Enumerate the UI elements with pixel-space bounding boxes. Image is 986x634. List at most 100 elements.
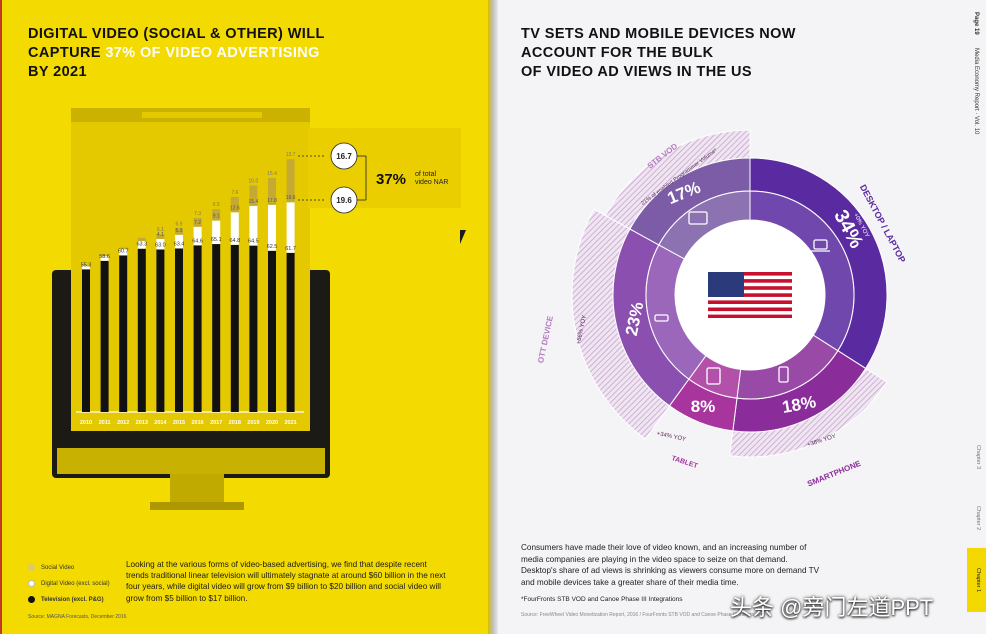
bar-social-2016 (193, 217, 202, 227)
bar-television-2015 (175, 248, 183, 412)
right-source: Source: FreeWheel Video Monetization Rep… (521, 612, 765, 618)
stacked-bar-chart: 55.3201058.6201160.7201263.3201363.04.16… (76, 152, 304, 426)
smartphone-name: SMARTPHONE (806, 459, 863, 489)
right-title-line-1: TV SETS AND MOBILE DEVICES NOW (521, 26, 796, 42)
label-television-2017: 65.1 (211, 237, 222, 243)
tablet-yoy: +34% YOY (656, 431, 686, 443)
year-label-2018: 2018 (229, 420, 241, 426)
bar-social-2012 (119, 247, 128, 250)
bar-social-2011 (100, 255, 109, 257)
bar-television-2013 (137, 248, 146, 412)
bar-digital-2021 (286, 202, 295, 253)
bar-television-2010 (82, 269, 90, 412)
legend-swatch-digital (28, 580, 35, 587)
label-digital-2016: 7.2 (194, 220, 201, 226)
right-title-line-3: OF VIDEO AD VIEWS IN THE US (521, 64, 753, 80)
label-digital-2017: 9.1 (213, 214, 220, 220)
bar-digital-2014 (156, 238, 165, 250)
right-footnote: *FourFronts STB VOD and Canoe Phase III … (521, 596, 683, 603)
label-television-2018: 64.8 (229, 238, 240, 244)
ott-name: OTT DEVICE (536, 314, 555, 363)
year-label-2019: 2019 (247, 420, 259, 426)
report-name: Media Economy Report · Vol. 10 (973, 48, 979, 135)
bar-social-2010 (82, 265, 90, 266)
label-television-2011: 58.6 (99, 254, 110, 260)
label-digital-2015: 5.3 (176, 228, 183, 234)
bar-television-2019 (249, 245, 258, 412)
year-label-2012: 2012 (117, 420, 129, 426)
left-body-text: Looking at the various forms of video-ba… (126, 560, 446, 603)
year-label-2015: 2015 (173, 420, 185, 426)
legend-digital: Digital Video (excl. social) (28, 580, 110, 587)
bar-digital-2017 (212, 220, 221, 245)
label-digital-2019: 15.4 (249, 199, 259, 205)
monitor-stand-base (150, 502, 244, 510)
label-top-2015: 6.9 (176, 221, 183, 227)
label-television-2013: 63.3 (136, 242, 147, 248)
nar-label-1: of total (415, 171, 436, 178)
year-label-2017: 2017 (210, 420, 222, 426)
bar-digital-2010 (82, 265, 90, 270)
nar-percent: 37% (376, 171, 406, 188)
bar-social-2014 (156, 234, 165, 239)
mouse-cursor-icon (460, 230, 466, 244)
left-source: Source: MAGNA Forecasts, December 2016 (28, 614, 127, 620)
watermark: 头条 @旁门左道PPT (730, 595, 934, 620)
bar-television-2014 (156, 249, 165, 412)
right-page-title: TV SETS AND MOBILE DEVICES NOW ACCOUNT F… (521, 25, 796, 82)
label-top-2014: 6.1 (157, 227, 164, 233)
label-television-2014: 63.0 (155, 242, 166, 248)
left-title-highlight: 37% OF VIDEO ADVERTISING (105, 45, 320, 61)
label-television-2012: 60.7 (118, 248, 129, 254)
bar-social-2013 (137, 237, 146, 241)
monitor-chin (57, 448, 325, 474)
tablet-name: TABLET (670, 455, 699, 470)
right-body-text: Consumers have made their love of video … (521, 543, 820, 587)
label-top-2021: 13.7 (286, 152, 296, 158)
nar-label-2: video NAR (415, 179, 448, 186)
bar-television-2018 (230, 244, 239, 412)
bar-social-2020 (268, 177, 276, 205)
laptop-icon (813, 239, 828, 250)
bar-digital-2020 (268, 204, 276, 251)
chapter-1-tab[interactable]: Chapter 1 (975, 568, 981, 593)
left-title-line-1: DIGITAL VIDEO (SOCIAL & OTHER) WILL (28, 26, 325, 42)
label-top-2017: 6.5 (213, 202, 220, 208)
nar-bottom-value: 19.6 (336, 196, 352, 205)
tv-icon (688, 211, 708, 225)
label-television-2010: 55.3 (81, 262, 92, 268)
bar-digital-2013 (137, 240, 146, 249)
label-television-2020: 62.5 (267, 244, 278, 250)
bar-television-2017 (212, 244, 221, 412)
label-television-2016: 64.6 (192, 238, 203, 244)
year-label-2011: 2011 (99, 420, 111, 426)
legend-television: Television (excl. P&G) (28, 596, 104, 603)
page-edge (0, 0, 2, 634)
chapter-1-tab-marker (967, 548, 986, 612)
book-spine (488, 0, 498, 634)
bar-social-2019 (249, 185, 258, 206)
page-number: Page 19 (973, 12, 979, 35)
year-label-2016: 2016 (191, 420, 203, 426)
year-label-2020: 2020 (266, 420, 278, 426)
chapter-3-tab[interactable]: Chapter 3 (975, 445, 981, 470)
bar-social-2015 (175, 228, 183, 235)
label-top-2020: 15.4 (267, 171, 277, 177)
bar-digital-2012 (119, 249, 128, 256)
ring-divider (645, 190, 855, 400)
bar-digital-2019 (249, 205, 258, 246)
bar-television-2021 (286, 252, 295, 412)
left-title-line-3: BY 2021 (28, 64, 87, 80)
chapter-2-tab[interactable]: Chapter 2 (975, 506, 981, 531)
tablet-percent: 8% (691, 397, 716, 416)
label-top-2018: 7.6 (231, 190, 238, 196)
left-title-line-2a: CAPTURE (28, 45, 106, 61)
label-television-2021: 61.7 (285, 246, 296, 252)
right-title-line-2: ACCOUNT FOR THE BULK (521, 45, 714, 61)
label-television-2015: 63.4 (174, 241, 185, 247)
bar-digital-2016 (193, 226, 202, 246)
usa-flag (708, 272, 792, 318)
legend-swatch-television (28, 596, 35, 603)
running-head: Page 19 Media Economy Report · Vol. 10 (971, 12, 985, 142)
